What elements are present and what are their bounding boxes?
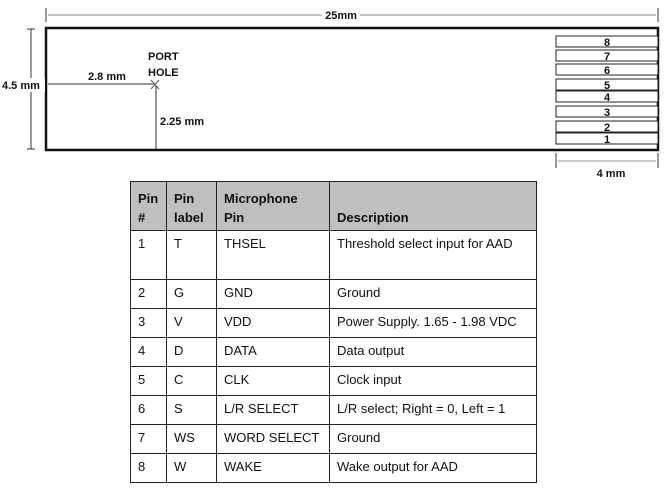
header-description: Description (329, 181, 537, 231)
pad-2 (555, 120, 659, 133)
table-row: 2 G GND Ground (130, 279, 537, 309)
cell-pin: 8 (130, 453, 167, 483)
cell-label: C (166, 366, 217, 396)
table-row: 7 WS WORD SELECT Ground (130, 424, 537, 454)
table-row: 5 C CLK Clock input (130, 366, 537, 396)
cell-desc: Threshold select input for AAD (329, 230, 537, 280)
pad-number: 3 (604, 107, 610, 119)
cell-pin: 7 (130, 424, 167, 454)
port-y-label: 2.25 mm (160, 116, 204, 128)
cell-label: G (166, 279, 217, 309)
pad-3 (555, 105, 659, 118)
header-pin: Pin # (130, 181, 167, 231)
table-row: 4 D DATA Data output (130, 337, 537, 367)
cell-mic: WAKE (216, 453, 330, 483)
port-label-1: PORT (148, 51, 179, 63)
cell-pin: 3 (130, 308, 167, 338)
pad-width-label: 4 mm (597, 168, 626, 180)
cell-label: V (166, 308, 217, 338)
pad-7 (555, 49, 659, 62)
cell-desc: Ground (329, 279, 537, 309)
pad-number: 4 (604, 92, 611, 104)
pad-number: 6 (604, 65, 610, 77)
cell-desc: L/R select; Right = 0, Left = 1 (329, 395, 537, 425)
cell-pin: 5 (130, 366, 167, 396)
cell-mic: L/R SELECT (216, 395, 330, 425)
cell-mic: CLK (216, 366, 330, 396)
cell-desc: Wake output for AAD (329, 453, 537, 483)
microphone-board-diagram: 25mm 4.5 mm PORT HOLE 2.8 mm 2.25 mm 8 7 6… (1, 8, 660, 180)
cell-desc: Power Supply. 1.65 - 1.98 VDC (329, 308, 537, 338)
cell-mic: THSEL (216, 230, 330, 280)
cell-pin: 1 (130, 230, 167, 280)
table-header-row: Pin # Pin label Microphone Pin Description (130, 181, 537, 231)
cell-desc: Clock input (329, 366, 537, 396)
cell-pin: 6 (130, 395, 167, 425)
pad-4 (555, 90, 659, 103)
cell-label: S (166, 395, 217, 425)
pad-6 (555, 63, 659, 76)
pad-5 (555, 78, 659, 91)
cell-pin: 2 (130, 279, 167, 309)
pad-number: 2 (604, 122, 610, 134)
table-row: 1 T THSEL Threshold select input for AAD (130, 230, 537, 280)
cell-pin: 4 (130, 337, 167, 367)
pad-number: 5 (604, 80, 610, 92)
cell-label: T (166, 230, 217, 280)
pad-number: 7 (604, 51, 610, 63)
table-row: 6 S L/R SELECT L/R select; Right = 0, Left … (130, 395, 537, 425)
header-pin-label: Pin label (166, 181, 217, 231)
height-label: 4.5 mm (2, 80, 40, 92)
pad-number: 8 (604, 37, 610, 49)
cell-mic: WORD SELECT (216, 424, 330, 454)
pad-1 (555, 132, 659, 145)
pin-table: Pin # Pin label Microphone Pin Description … (130, 181, 537, 483)
pad-number: 1 (604, 134, 610, 146)
table-row: 8 W WAKE Wake output for AAD (130, 453, 537, 483)
cell-desc: Ground (329, 424, 537, 454)
cell-desc: Data output (329, 337, 537, 367)
cell-mic: DATA (216, 337, 330, 367)
header-microphone-pin: Microphone Pin (216, 181, 330, 231)
cell-mic: GND (216, 279, 330, 309)
port-label-2: HOLE (148, 67, 179, 79)
length-label: 25mm (325, 10, 357, 22)
cell-label: W (166, 453, 217, 483)
cell-label: D (166, 337, 217, 367)
cell-mic: VDD (216, 308, 330, 338)
pad-8 (555, 35, 659, 48)
port-x-label: 2.8 mm (88, 71, 126, 83)
cell-label: WS (166, 424, 217, 454)
table-row: 3 V VDD Power Supply. 1.65 - 1.98 VDC (130, 308, 537, 338)
